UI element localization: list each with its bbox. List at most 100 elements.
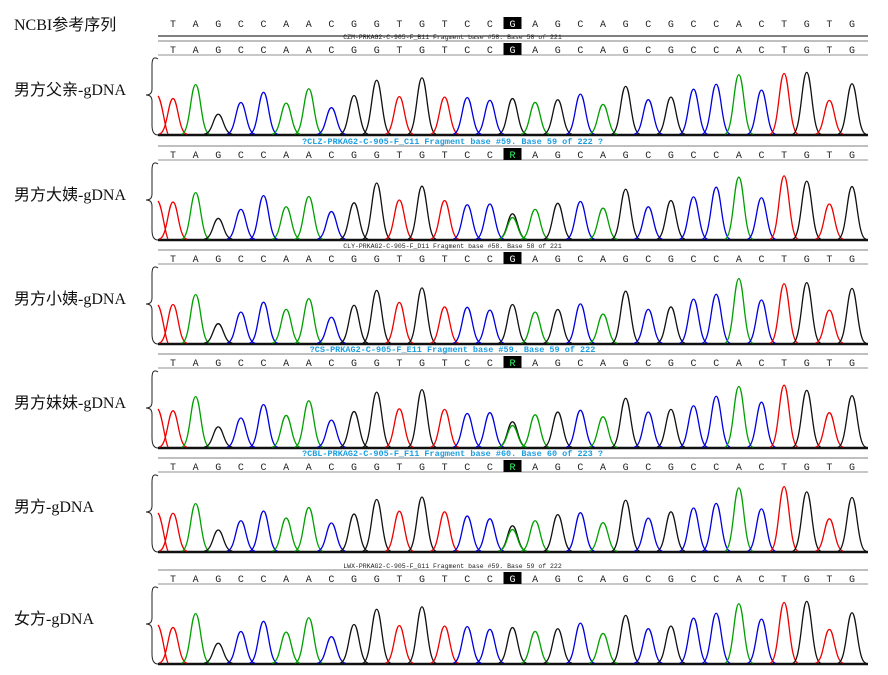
sample-base: T: [442, 151, 448, 162]
sample-base: G: [623, 151, 629, 162]
sample-highlight-base: G: [509, 46, 515, 57]
chromatogram-peak-G: [543, 202, 573, 240]
sample-panel: CZM-PRKAG2-C-905-F_B11 Fragment base #58…: [14, 34, 868, 137]
chromatogram-peak-C: [249, 194, 278, 240]
chromatogram-peak-T: [815, 309, 844, 344]
chromatogram-peak-G: [407, 388, 437, 448]
chromatogram-peak-A: [294, 88, 324, 135]
chromatogram-peak-C: [747, 89, 776, 135]
chromatogram-peak-C: [226, 417, 256, 448]
chromatogram-peak-C: [679, 507, 708, 552]
chromatogram-peak-T: [384, 408, 414, 448]
sample-base: C: [713, 463, 719, 474]
chromatogram-peak-T: [769, 384, 799, 448]
chromatogram-peak-C: [475, 309, 505, 344]
chromatogram-edge-peak: [157, 304, 169, 344]
reference-base: G: [419, 20, 425, 31]
chromatogram-peak-G: [362, 79, 392, 135]
chromatogram-peak-G: [837, 395, 867, 448]
chromatogram-peak-T: [158, 512, 188, 552]
sample-base: C: [487, 575, 493, 586]
chromatogram-peak-C: [566, 200, 595, 240]
sample-base: T: [781, 463, 787, 474]
chromatogram-peak-C: [566, 93, 595, 135]
chromatogram-peak-C: [226, 208, 256, 240]
chromatogram-peak-C: [226, 101, 256, 135]
reference-base: G: [555, 20, 561, 31]
sample-base: C: [487, 463, 493, 474]
sample-base: A: [600, 255, 606, 266]
sample-highlight-base: G: [509, 255, 515, 266]
chromatogram-peak-G: [362, 289, 392, 344]
sample-base: T: [396, 359, 402, 370]
chromatogram-peak-A: [271, 414, 301, 448]
chromatogram-peak-C: [452, 515, 482, 552]
reference-base: C: [758, 20, 764, 31]
chromatogram-peak-A: [520, 101, 550, 135]
sample-base: G: [374, 46, 380, 57]
sample-base: G: [215, 359, 221, 370]
chromatogram-peak-A: [498, 528, 527, 552]
sample-base: C: [691, 463, 697, 474]
chromatogram-peak-A: [520, 520, 550, 552]
chromatogram-peak-A: [520, 208, 550, 240]
panel-bracket: [145, 586, 159, 665]
sample-base: G: [849, 255, 855, 266]
chromatogram-peak-A: [271, 308, 301, 344]
sample-highlight-box: [503, 460, 522, 472]
sample-base: G: [849, 151, 855, 162]
chromatogram-peak-G: [656, 96, 686, 135]
sample-panel: ?CS-PRKAG2-C-905-F_E11 Fragment base #59…: [14, 345, 868, 450]
sample-label: 男方小姨-gDNA: [14, 290, 126, 308]
chromatogram-peak-A: [294, 297, 324, 344]
sample-base: G: [804, 575, 810, 586]
chromatogram-peak-G: [204, 217, 233, 240]
chromatogram-edge-peak: [157, 408, 169, 448]
chromatogram-peak-C: [317, 107, 346, 135]
chromatogram-peak-T: [158, 97, 188, 135]
sample-highlight-box: [503, 43, 522, 55]
chromatogram-peak-G: [837, 83, 867, 135]
chromatogram-peak-C: [701, 293, 731, 344]
chromatogram-peak-T: [430, 199, 459, 240]
chromatogram-peak-T: [158, 303, 188, 344]
chromatogram-peak-G: [204, 426, 233, 448]
sample-base: C: [691, 255, 697, 266]
reference-base: C: [713, 20, 719, 31]
chromatogram-peak-G: [792, 389, 822, 448]
sample-base: A: [736, 359, 742, 370]
chromatogram-peak-G: [611, 290, 641, 344]
sample-base: G: [555, 463, 561, 474]
reference-base: T: [442, 20, 448, 31]
chromatogram-peak-C: [249, 620, 278, 664]
chromatogram-peak-C: [452, 96, 482, 135]
chromatogram-peak-G: [339, 94, 369, 135]
sample-label: 男方大姨-gDNA: [14, 186, 126, 204]
sample-base: T: [442, 46, 448, 57]
reference-base: G: [215, 20, 221, 31]
sample-base: C: [261, 359, 267, 370]
sample-base: T: [826, 46, 832, 57]
chromatogram-peak-T: [815, 412, 844, 448]
chromatogram-peak-G: [656, 625, 686, 664]
chromatogram-peak-C: [566, 303, 595, 344]
chromatogram-peak-T: [430, 511, 459, 552]
chromatogram-peak-G: [204, 113, 233, 135]
sample-base: C: [487, 46, 493, 57]
reference-highlight-box: [503, 17, 522, 29]
sample-base: A: [283, 255, 289, 266]
chromatogram-peak-A: [271, 102, 301, 135]
sample-base: C: [487, 151, 493, 162]
sample-base: T: [826, 359, 832, 370]
sample-base: T: [396, 151, 402, 162]
sample-base: A: [306, 463, 312, 474]
sample-base: T: [826, 575, 832, 586]
sample-base: C: [464, 255, 470, 266]
sample-base: T: [781, 255, 787, 266]
sample-base: C: [691, 46, 697, 57]
chromatogram-peak-T: [769, 175, 799, 240]
chromatogram-peak-C: [317, 419, 346, 448]
chromatogram-peak-G: [407, 77, 437, 135]
sample-base: T: [170, 575, 176, 586]
sample-highlight-base: R: [509, 151, 515, 162]
